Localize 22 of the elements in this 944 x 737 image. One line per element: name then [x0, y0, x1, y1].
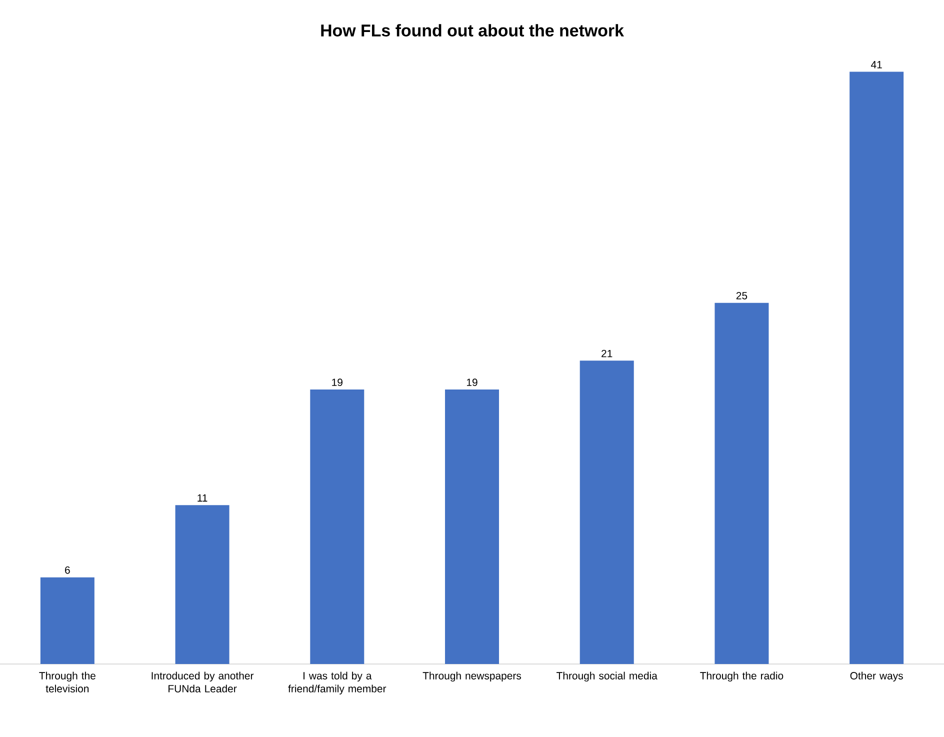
data-label: 6 — [65, 566, 70, 574]
data-label: 19 — [466, 378, 478, 386]
data-label: 19 — [332, 378, 342, 386]
bar — [580, 360, 634, 664]
x-tick-label: Through social media — [556, 672, 658, 682]
x-tick-label: Through the television — [39, 672, 96, 692]
x-tick-label: Introduced by another FUNda Leader — [152, 672, 254, 692]
chart-title: How FLs found out about the network — [321, 24, 624, 36]
bar — [40, 577, 94, 664]
data-label: 11 — [198, 494, 208, 502]
x-tick-label: I was told by a friend/family member — [288, 672, 386, 694]
x-tick-label: Through the radio — [700, 672, 784, 682]
data-label: 41 — [870, 61, 882, 68]
bar — [850, 72, 904, 664]
bar — [310, 390, 364, 664]
data-label: 21 — [602, 350, 612, 358]
x-tick-label: Through newspapers — [422, 672, 522, 682]
bar — [175, 505, 230, 664]
bar — [445, 390, 500, 664]
bar — [714, 302, 769, 664]
x-tick-label: Other ways — [850, 672, 903, 682]
data-label: 25 — [736, 292, 748, 300]
